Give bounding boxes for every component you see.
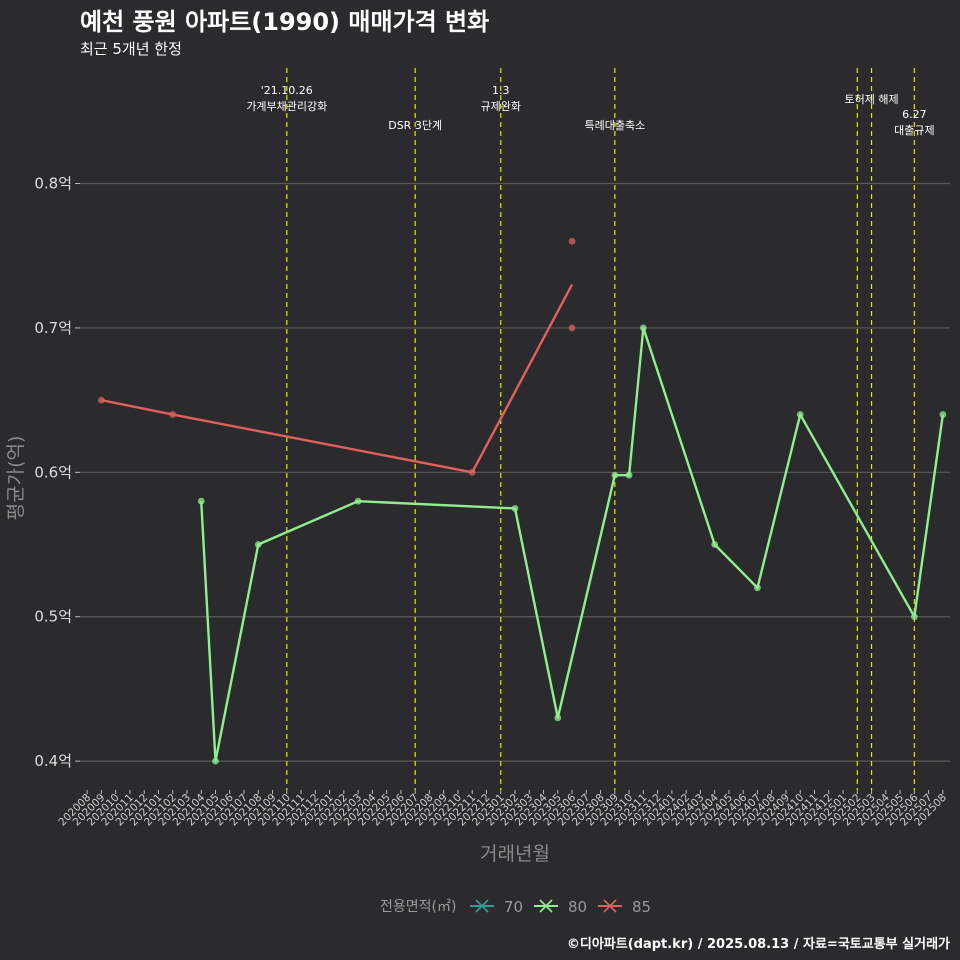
legend-label-80: 80 [568,898,587,916]
y-tick-label: 0.6억 [34,463,72,481]
data-point [711,541,719,548]
data-point [568,237,576,245]
y-axis-title: 평균가(억) [5,436,27,521]
event-label: 6.27 [902,108,927,121]
data-point [639,324,647,332]
legend-title: 전용면적(㎡) [380,899,456,915]
data-point [754,584,761,592]
event-label: 토허제 해제 [845,92,899,106]
y-tick-label: 0.7억 [34,319,72,337]
data-point [97,396,105,404]
chart-subtitle: 최근 5개년 한정 [80,40,182,58]
legend-label-85: 85 [632,898,651,916]
event-label: 가계부채관리강화 [246,100,327,113]
event-label: 1.3 [492,84,510,97]
y-tick-label: 0.8억 [34,175,72,193]
data-point [254,541,262,548]
data-point [511,505,519,512]
data-point [910,613,918,621]
data-point [796,411,804,418]
data-point [939,411,947,418]
y-tick-label: 0.4억 [34,752,72,770]
data-point [611,471,619,479]
event-label: 대출규제 [894,124,934,137]
legend-key-cross [475,899,489,913]
source-caption: ©디아파트(dapt.kr) / 2025.08.13 / 자료=국토교통부 실… [566,937,950,952]
event-label: '21.10.26 [261,84,313,97]
legend-label-70: 70 [504,898,523,916]
event-label: 특례대출축소 [584,119,645,132]
data-point [212,757,219,765]
series-85 [97,237,576,476]
legend-key-cross [539,899,553,913]
grid-lines [80,182,950,762]
legend: 전용면적(㎡) 70 80 85 [380,898,651,916]
legend-key-cross [603,899,617,913]
chart-title: 예천 풍원 아파트(1990) 매매가격 변화 [80,8,490,36]
x-axis-title: 거래년월 [480,843,550,865]
data-point [468,468,476,476]
data-point [554,714,562,722]
data-series [97,237,947,765]
y-axis-ticks: 0.4억 0.5억 0.6억 0.7억 0.8억 [34,175,80,770]
series-80 [197,324,947,765]
data-point [625,471,633,479]
data-point [197,497,205,505]
series-line-80 [200,326,945,763]
y-tick-label: 0.5억 [34,608,72,626]
data-point [354,497,362,505]
event-label: 규제완화 [480,100,520,113]
event-label: DSR 3단계 [388,119,442,132]
series-line-85 [101,284,574,474]
data-point [568,324,576,332]
x-axis-ticks: 2020082020092020102020112020122021012021… [56,790,949,828]
data-point [169,411,177,418]
